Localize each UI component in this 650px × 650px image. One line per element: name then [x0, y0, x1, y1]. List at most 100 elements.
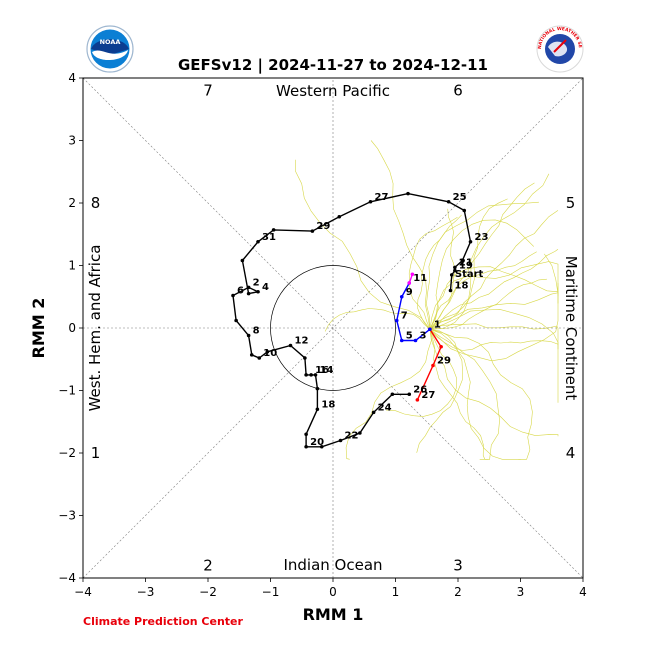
track-point — [462, 208, 467, 213]
phase-number: 7 — [203, 82, 213, 100]
day-label: 18 — [455, 281, 469, 292]
y-tick-label: 0 — [68, 321, 76, 335]
track-point — [453, 265, 457, 270]
y-tick-label: 2 — [68, 196, 76, 210]
ensemble-track — [408, 217, 458, 330]
ensemble-track — [370, 140, 431, 330]
x-tick-label: 3 — [517, 585, 525, 599]
day-label: 24 — [378, 402, 392, 413]
nws-logo-text: NATIONAL WEATHER SERVICE — [0, 0, 583, 49]
day-label: 8 — [253, 326, 260, 337]
track-point — [315, 407, 320, 412]
track-point — [415, 398, 420, 402]
ensemble-track — [429, 329, 521, 460]
track-point — [431, 363, 435, 368]
y-axis-ticks: −4 −3 −2 −1 0 1 2 3 4 — [58, 71, 83, 585]
day-label: 29 — [437, 356, 451, 367]
x-tick-label: −1 — [262, 585, 280, 599]
x-tick-label: 2 — [454, 585, 462, 599]
day-label: 18 — [321, 399, 335, 410]
day-label: 10 — [263, 348, 277, 359]
track-point — [390, 392, 395, 397]
track-point — [439, 344, 443, 349]
y-axis-title: RMM 2 — [29, 298, 48, 359]
track-point — [406, 191, 410, 196]
ensemble-track — [429, 251, 537, 330]
forecast-red-line — [416, 328, 442, 401]
ensemble-track — [429, 266, 559, 330]
day-label: 11 — [413, 273, 427, 284]
phase-number: 2 — [203, 557, 213, 575]
ensemble-track — [429, 173, 550, 330]
track-point — [231, 293, 235, 298]
track-point — [368, 199, 373, 204]
ensemble-track — [429, 329, 489, 460]
track-point — [410, 272, 415, 277]
day-label: 27 — [375, 192, 389, 203]
track-point — [319, 444, 324, 449]
day-label: 19 — [459, 261, 473, 272]
track-point — [310, 229, 315, 233]
day-label: 23 — [475, 232, 489, 243]
y-tick-label: −1 — [58, 384, 76, 398]
ensemble-track — [324, 308, 431, 332]
phase-number: 4 — [566, 444, 576, 462]
track-point — [394, 318, 399, 323]
y-tick-label: −4 — [58, 571, 76, 585]
track-point — [428, 327, 432, 332]
ensemble-track — [429, 182, 535, 330]
track-point — [315, 386, 320, 391]
track-point — [313, 373, 318, 377]
day-label: 20 — [310, 437, 324, 448]
day-label: 29 — [316, 221, 330, 232]
x-tick-label: 0 — [329, 585, 337, 599]
day-label: 2 — [253, 277, 260, 288]
ensemble-track — [429, 329, 559, 437]
noaa-logo: NOAA — [86, 25, 134, 73]
chart-title: GEFSv12 | 2024-11-27 to 2024-12-11 — [178, 56, 488, 75]
day-label: 26 — [413, 384, 427, 395]
ensemble-track — [417, 214, 462, 330]
phase-guides — [82, 77, 584, 579]
track-point — [249, 353, 254, 357]
ensemble-track — [429, 309, 559, 403]
day-label: 9 — [406, 287, 413, 298]
track-point — [460, 258, 465, 263]
noaa-logo-text: NOAA — [100, 38, 121, 46]
x-tick-label: −3 — [137, 585, 155, 599]
credit-label: Climate Prediction Center — [83, 615, 243, 628]
x-tick-label: −2 — [199, 585, 217, 599]
ensemble-track — [429, 329, 533, 460]
track-point — [358, 431, 362, 435]
x-tick-label: −4 — [74, 585, 92, 599]
track-point — [256, 239, 260, 244]
x-tick-label: 1 — [392, 585, 400, 599]
ensemble-members — [295, 140, 559, 460]
track-point — [453, 268, 457, 273]
start-annotation: Start — [455, 269, 484, 280]
y-tick-label: 3 — [68, 134, 76, 148]
track-point — [304, 373, 308, 377]
track-point — [309, 373, 313, 377]
day-label: 21 — [459, 257, 473, 268]
track-point — [304, 432, 308, 437]
x-axis-title: RMM 1 — [303, 605, 364, 624]
ensemble-track — [426, 201, 539, 330]
track-point — [338, 438, 343, 443]
region-right-label: Maritime Continent — [562, 256, 580, 401]
region-bottom-label: Indian Ocean — [283, 556, 382, 574]
day-label: 16 — [315, 365, 329, 376]
track-point — [256, 289, 260, 294]
phase-number: 8 — [91, 194, 101, 212]
day-label: 5 — [406, 331, 413, 342]
track-point — [399, 338, 404, 343]
ensemble-track — [295, 159, 431, 330]
track-point — [246, 285, 251, 290]
ensemble-track — [429, 198, 508, 330]
ensemble-track — [429, 253, 559, 362]
y-tick-label: 1 — [68, 259, 76, 273]
phase-number: 6 — [453, 82, 463, 100]
ensemble-track — [429, 329, 559, 351]
x-axis-ticks: −4 −3 −2 −1 0 1 2 3 4 — [74, 578, 587, 599]
